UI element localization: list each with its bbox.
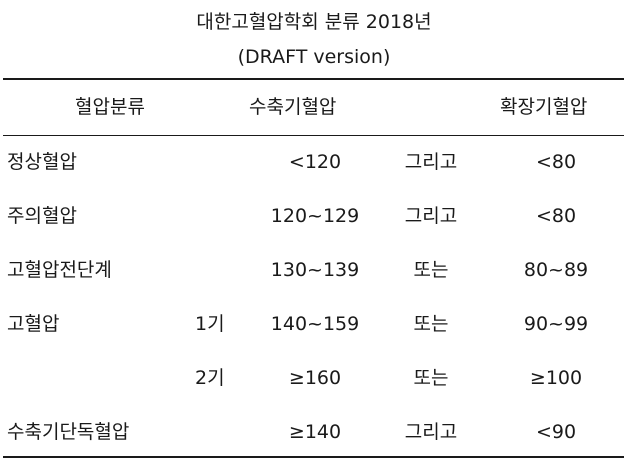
row-diastolic: 90~99 <box>523 313 589 335</box>
row-systolic: ≥140 <box>288 421 342 443</box>
row-systolic: <120 <box>288 151 342 173</box>
row-conjunction: 그리고 <box>404 205 458 227</box>
row-conjunction: 또는 <box>413 259 449 281</box>
row-conjunction: 또는 <box>413 313 449 335</box>
row-diastolic: <90 <box>535 421 577 443</box>
row-systolic: 140~159 <box>270 313 360 335</box>
row-diastolic: 80~89 <box>523 259 589 281</box>
table-subtitle: (DRAFT version) <box>237 46 391 68</box>
top-rule <box>3 78 624 80</box>
bottom-rule <box>3 456 624 458</box>
row-stage: 1기 <box>195 313 225 335</box>
row-conjunction: 그리고 <box>404 151 458 173</box>
row-name: 정상혈압 <box>7 151 77 173</box>
row-conjunction: 그리고 <box>404 421 458 443</box>
row-name: 주의혈압 <box>7 205 77 227</box>
row-diastolic: ≥100 <box>529 367 583 389</box>
row-name: 고혈압전단계 <box>7 259 112 281</box>
row-name: 수축기단독혈압 <box>7 421 130 443</box>
row-diastolic: <80 <box>535 151 577 173</box>
row-systolic: 130~139 <box>270 259 360 281</box>
header-systolic: 수축기혈압 <box>249 96 337 118</box>
row-diastolic: <80 <box>535 205 577 227</box>
row-conjunction: 또는 <box>413 367 449 389</box>
row-systolic: ≥160 <box>288 367 342 389</box>
header-rule <box>3 135 624 136</box>
header-diastolic: 확장기혈압 <box>500 96 588 118</box>
row-name: 고혈압 <box>7 313 60 335</box>
header-classification: 혈압분류 <box>75 96 145 118</box>
table-title: 대한고혈압학회 분류 2018년 <box>196 11 432 33</box>
row-systolic: 120~129 <box>270 205 360 227</box>
row-stage: 2기 <box>195 367 225 389</box>
